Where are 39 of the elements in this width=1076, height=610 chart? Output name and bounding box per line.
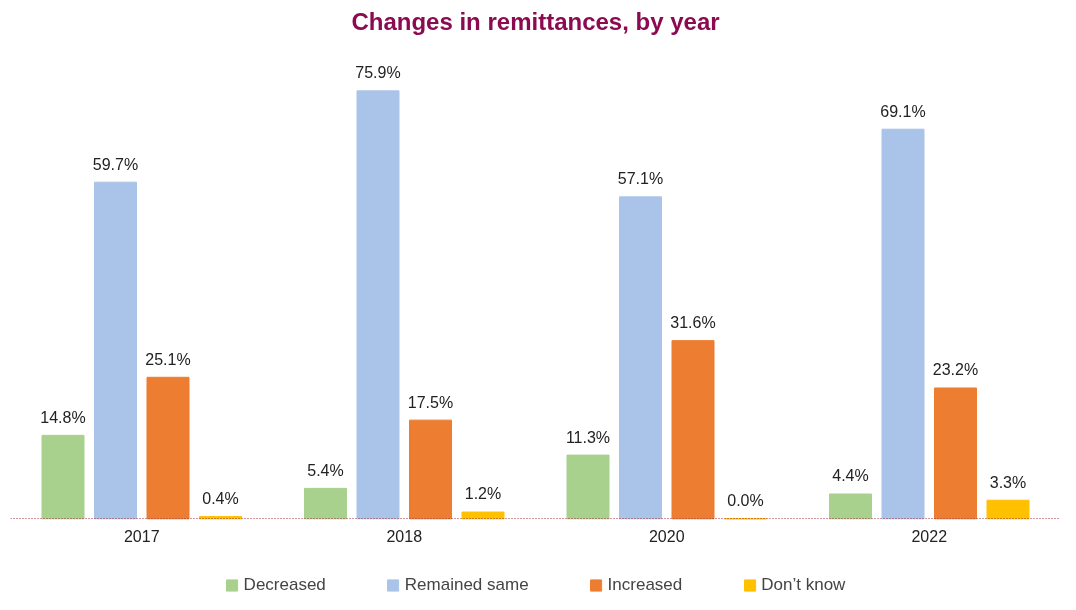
x-tick-label: 2020 [648, 527, 685, 545]
data-label: 0.4% [202, 489, 239, 507]
data-label: 14.8% [40, 408, 86, 426]
x-tick-label: 2017 [123, 527, 160, 545]
data-label: 3.3% [989, 473, 1027, 491]
x-tick-label: 2018 [386, 527, 423, 545]
bar [356, 90, 400, 520]
bar [619, 196, 662, 520]
legend-label: Decreased [243, 575, 326, 595]
data-label: 17.5% [407, 393, 454, 411]
legend-label: Remained same [404, 575, 529, 595]
data-label: 4.4% [832, 467, 869, 485]
data-label: 0.0% [727, 492, 764, 510]
chart-title: Changes in remittances, by year [351, 7, 720, 35]
bar [94, 181, 137, 520]
data-label: 75.9% [355, 64, 401, 82]
bar [304, 487, 347, 520]
bar [566, 454, 610, 520]
bar [671, 340, 715, 520]
data-label: 1.2% [464, 485, 502, 503]
data-label: 57.1% [617, 170, 664, 188]
bar [986, 499, 1030, 520]
x-tick-label: 2022 [911, 527, 948, 545]
bar [461, 511, 505, 520]
data-label: 23.2% [932, 361, 979, 379]
bar [829, 493, 872, 520]
legend-label: Increased [607, 575, 683, 595]
data-label: 31.6% [670, 314, 716, 332]
bar [934, 387, 977, 520]
legend-label: Don’t know [761, 575, 846, 595]
bar [146, 376, 190, 520]
bar [409, 419, 452, 520]
data-label: 25.1% [145, 350, 191, 368]
bar [41, 434, 85, 520]
bar [881, 128, 925, 520]
data-label: 59.7% [92, 155, 139, 173]
data-label: 5.4% [307, 461, 344, 479]
data-label: 69.1% [880, 102, 926, 120]
data-label: 11.3% [565, 428, 611, 446]
